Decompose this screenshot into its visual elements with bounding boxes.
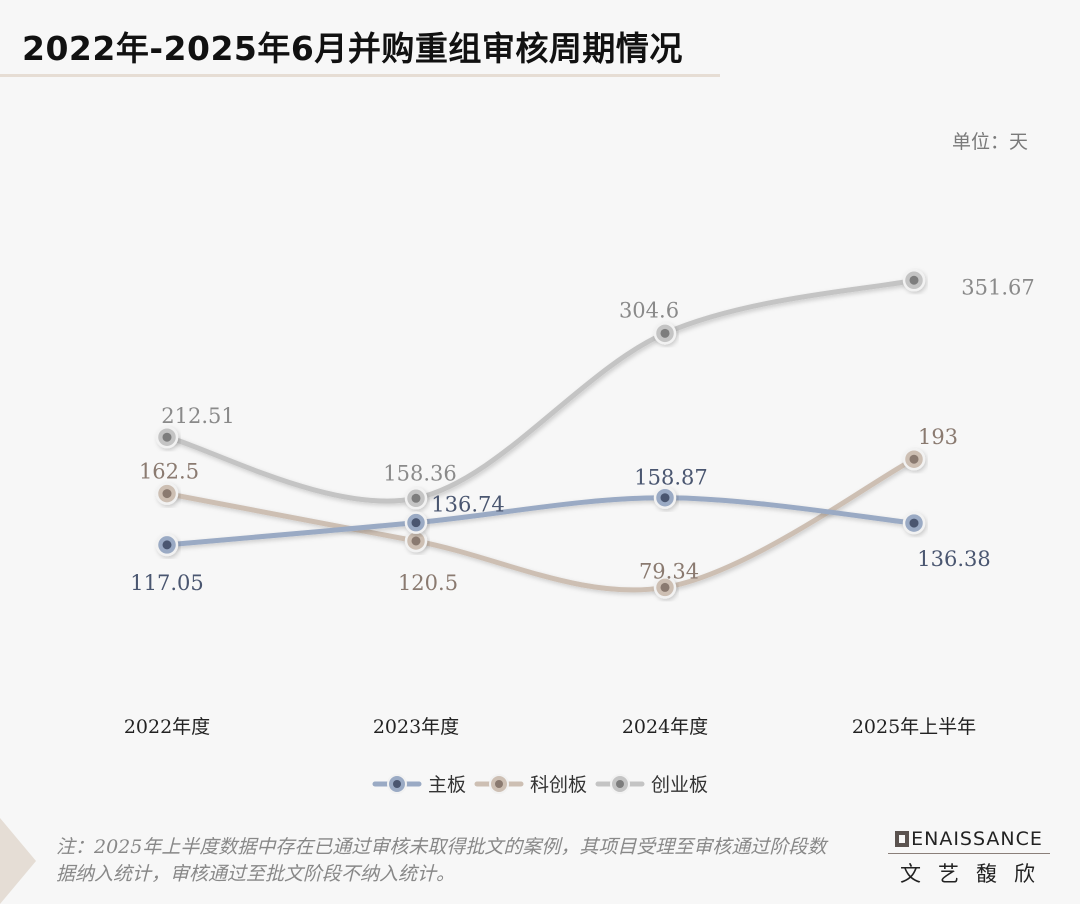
- brand-logo: ENAISSANCE 文艺馥欣: [884, 828, 1054, 888]
- data-label-chinext: 304.6: [619, 298, 679, 322]
- legend-marker-core: [616, 779, 624, 788]
- legend-swatch-star-market: [474, 773, 524, 794]
- data-point-core-main-board: [660, 493, 670, 503]
- line-chart: 212.51 158.36 304.6 351.67 162.5 120.5 79.34 19…: [124, 269, 1035, 738]
- legend-label-chinext: 创业板: [651, 774, 709, 796]
- unit-label: 单位：天: [951, 131, 1028, 153]
- legend-swatch-main-board: [372, 773, 422, 794]
- logo-divider: [888, 853, 1050, 854]
- data-point-core-chinext: [411, 493, 421, 503]
- legend-marker-core: [392, 779, 401, 788]
- series-main-board: [155, 486, 926, 557]
- logo-r-mark-icon: [895, 831, 910, 847]
- data-label-main-board: 158.87: [634, 466, 707, 490]
- footer-triangle-decoration: [0, 818, 36, 904]
- chart-title: 2022年-2025年6月并购重组审核周期情况: [22, 29, 683, 68]
- data-point-core-star-market: [162, 489, 172, 499]
- series-star-market: [155, 447, 926, 599]
- logo-chinese-name: 文艺馥欣: [900, 862, 1052, 886]
- data-point-core-chinext: [162, 432, 172, 442]
- logo-wordmark-text: ENAISSANCE: [911, 828, 1043, 850]
- series-line-main-board: [164, 495, 917, 548]
- legend-item-star-market: 科创板: [474, 770, 587, 797]
- data-point-core-main-board: [909, 518, 919, 528]
- legend-swatch-chinext: [595, 773, 645, 794]
- data-label-main-board: 136.38: [917, 547, 990, 571]
- x-tick-label: 2022年度: [124, 716, 210, 738]
- data-point-core-main-board: [162, 540, 172, 550]
- data-point-core-star-market: [909, 454, 919, 464]
- legend-label-main-board: 主板: [427, 774, 466, 796]
- footnote: 注：2025年上半度数据中存在已通过审核未取得批文的案例，其项目受理至审核通过阶…: [56, 836, 827, 885]
- x-tick-label: 2024年度: [622, 716, 708, 738]
- legend-label-star-market: 科创板: [529, 774, 587, 796]
- data-label-star-market: 162.5: [139, 460, 199, 484]
- data-point-core-star-market: [411, 536, 421, 546]
- data-point-core-chinext: [909, 275, 919, 285]
- logo-wordmark: ENAISSANCE: [884, 828, 1054, 850]
- data-label-main-board: 117.05: [130, 571, 203, 595]
- data-label-star-market: 120.5: [398, 571, 458, 595]
- legend-item-main-board: 主板: [372, 770, 466, 797]
- data-label-chinext: 212.51: [161, 404, 234, 428]
- data-label-star-market: 193: [918, 425, 958, 449]
- data-point-core-chinext: [660, 328, 670, 338]
- title-underline: [0, 74, 720, 77]
- legend-item-chinext: 创业板: [595, 770, 708, 797]
- data-label-chinext: 158.36: [383, 461, 456, 485]
- data-point-core-main-board: [411, 518, 421, 528]
- data-label-star-market: 79.34: [639, 559, 699, 583]
- chart-legend: 主板 科创板 创业板: [0, 770, 1080, 797]
- x-tick-label: 2025年上半年: [852, 716, 976, 738]
- series-chinext: [155, 269, 926, 510]
- x-tick-label: 2023年度: [373, 716, 459, 738]
- series-line-chinext: [164, 277, 917, 504]
- series-line-star-market: [164, 456, 917, 593]
- data-point-core-star-market: [660, 582, 670, 592]
- title-area: 2022年-2025年6月并购重组审核周期情况: [0, 0, 720, 78]
- legend-marker-core: [494, 779, 503, 788]
- data-label-main-board: 136.74: [431, 493, 504, 517]
- data-label-chinext: 351.67: [961, 275, 1034, 299]
